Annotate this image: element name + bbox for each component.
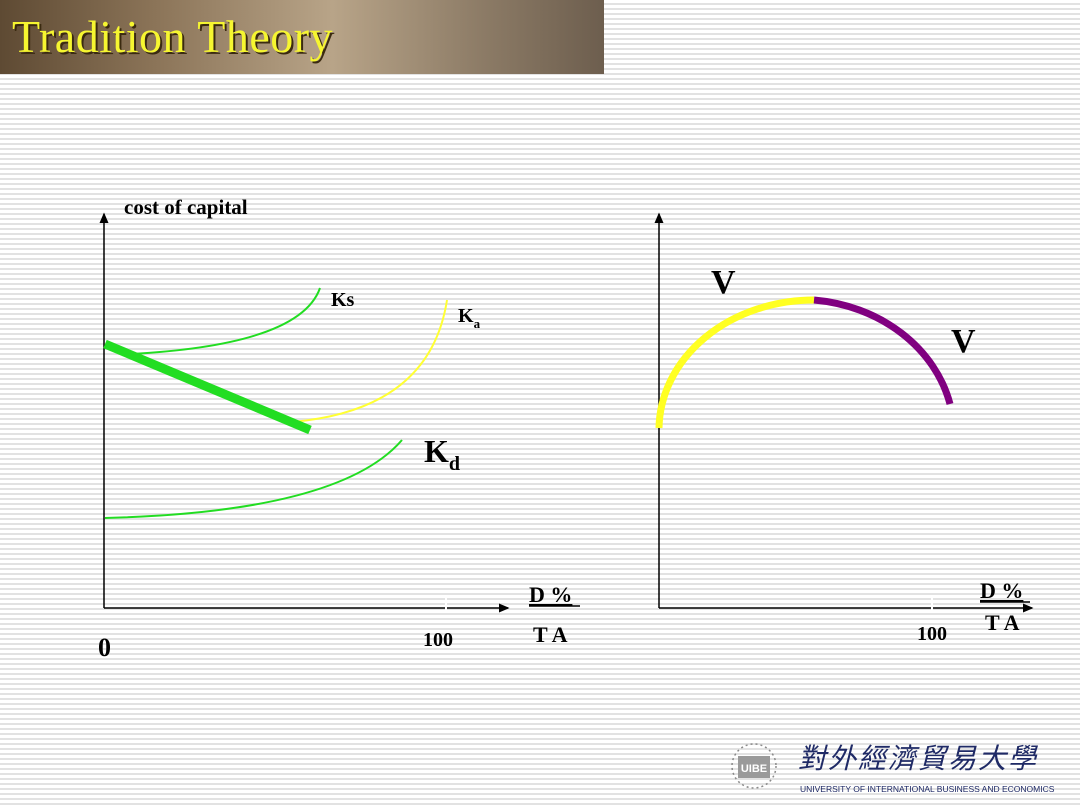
svg-text:對外經濟貿易大學: 對外經濟貿易大學 xyxy=(798,742,1039,775)
v-label-left: V xyxy=(711,264,736,301)
right-x-tick-label: 100 xyxy=(917,623,947,645)
ka-label: Ka xyxy=(458,305,481,331)
left-chart: cost of capital Ks Ka Kd 0 100 D % T A xyxy=(98,195,580,662)
left-y-axis-label: cost of capital xyxy=(124,195,248,219)
ks-curve xyxy=(129,287,321,355)
ks-label: Ks xyxy=(331,289,355,311)
svg-text:UIBE: UIBE xyxy=(741,763,767,775)
kd-curve xyxy=(104,439,403,519)
svg-text:UNIVERSITY OF INTERNATIONAL BU: UNIVERSITY OF INTERNATIONAL BUSINESS AND… xyxy=(800,784,1055,794)
left-x-label-numerator: D % xyxy=(529,582,572,607)
university-emblem-icon: UIBE 對外經濟貿易大學 UNIVERSITY OF INTERNATIONA… xyxy=(731,742,1055,794)
ka-curve xyxy=(291,299,448,423)
slide-title: Tradition Theory xyxy=(12,11,334,62)
left-x-tick-label: 100 xyxy=(423,629,453,651)
right-chart: V V 100 D % T A xyxy=(654,212,1034,645)
right-x-label-denominator: T A xyxy=(985,610,1020,635)
kd-label: Kd xyxy=(424,433,460,475)
v-label-right: V xyxy=(951,323,976,360)
value-arc-falling xyxy=(813,296,954,405)
value-arc-rising xyxy=(655,296,815,429)
ka-declining-line xyxy=(103,339,312,435)
university-logo: UIBE 對外經濟貿易大學 UNIVERSITY OF INTERNATIONA… xyxy=(728,738,1058,798)
title-bar: Tradition Theory xyxy=(0,0,604,74)
right-x-label-numerator: D % xyxy=(980,578,1023,603)
left-x-label-denominator: T A xyxy=(533,622,568,647)
origin-label: 0 xyxy=(98,633,111,662)
